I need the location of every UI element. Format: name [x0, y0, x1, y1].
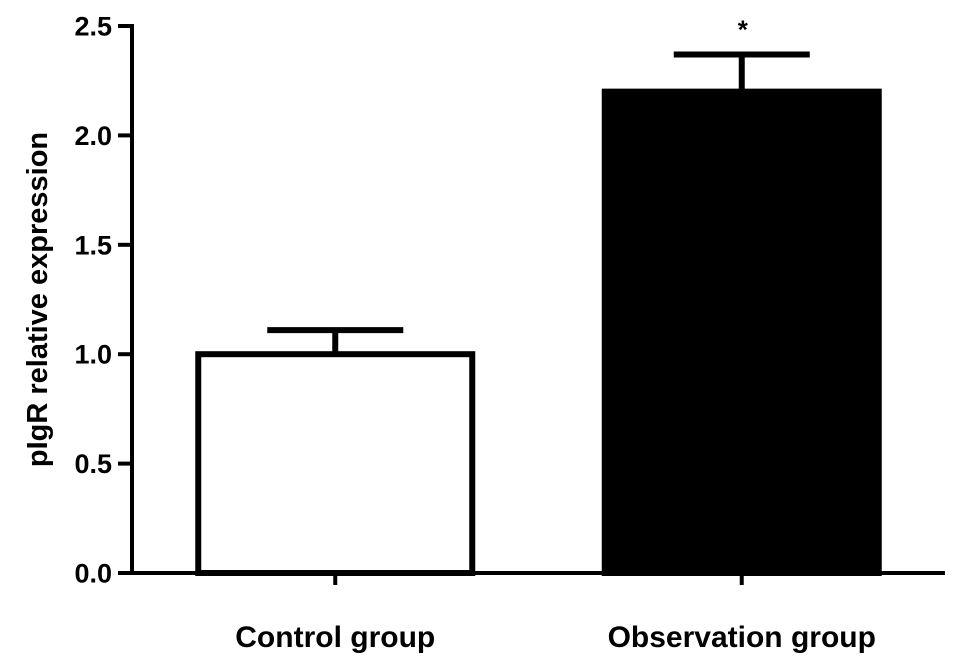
y-tick-label-3: 1.5: [74, 230, 112, 260]
y-tick-label-4: 2.0: [74, 121, 112, 151]
y-tick-label-5: 2.5: [74, 12, 112, 42]
significance-marker-1: *: [738, 14, 749, 44]
bar-0: [195, 351, 476, 577]
y-tick-label-1: 0.5: [74, 449, 112, 479]
y-tick-label-2: 1.0: [74, 340, 112, 370]
bar-1: [601, 88, 882, 576]
y-axis-label: pIgR relative expression: [22, 132, 54, 467]
category-label-1: Observation group: [608, 621, 876, 654]
y-tick-label-0: 0.0: [74, 559, 112, 589]
bars: *: [195, 14, 882, 577]
category-label-0: Control group: [235, 621, 435, 654]
y-axis-ticks: 0.0 0.5 1.0 1.5 2.0 2.5: [74, 12, 132, 589]
category-labels: Control group Observation group: [235, 573, 876, 654]
